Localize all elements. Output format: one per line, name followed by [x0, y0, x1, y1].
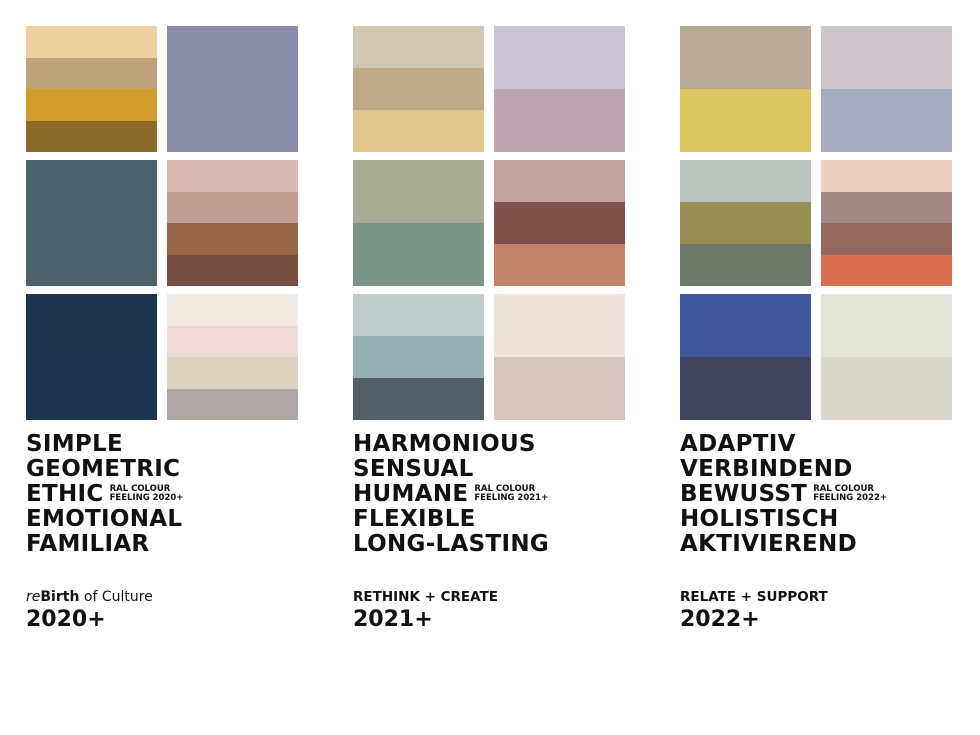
- colour-stripe: [167, 294, 298, 326]
- colour-stripe: [680, 89, 811, 152]
- headline-line: AKTIVIEREND: [680, 531, 858, 557]
- colour-stripe: [821, 223, 952, 255]
- colour-stripe: [353, 110, 484, 152]
- headline: SIMPLE GEOMETRIC ETHIC RAL COLOUR FEELING 20…: [26, 432, 298, 557]
- headline-line: GEOMETRIC: [26, 456, 181, 482]
- subtitle: RETHINK + CREATE: [353, 589, 498, 605]
- colour-column-2021: HARMONIOUS SENSUAL HUMANE RAL COLOUR FEELING…: [353, 26, 625, 633]
- colour-stripe: [680, 244, 811, 286]
- headline: HARMONIOUS SENSUAL HUMANE RAL COLOUR FEELING…: [353, 432, 625, 557]
- colour-stripe: [26, 294, 157, 357]
- headline-line: HUMANE RAL COLOUR FEELING 2021+: [353, 481, 549, 507]
- colour-swatch: [680, 26, 811, 152]
- headline-line: ETHIC RAL COLOUR FEELING 2020+: [26, 481, 184, 507]
- colour-stripe: [167, 26, 298, 152]
- colour-stripe: [167, 160, 298, 192]
- colour-swatch: [26, 294, 157, 420]
- headline-line: HOLISTISCH: [680, 506, 839, 532]
- headline-line: LONG-LASTING: [353, 531, 550, 557]
- colour-stripe: [680, 357, 811, 420]
- colour-swatch: [167, 294, 298, 420]
- colour-stripe: [167, 254, 298, 286]
- colour-stripe: [680, 202, 811, 244]
- subtitle: reBirth of Culture: [26, 589, 153, 605]
- colour-stripe: [821, 89, 952, 152]
- colour-stripe: [26, 357, 157, 420]
- colour-swatch: [353, 294, 484, 420]
- colour-stripe: [167, 223, 298, 255]
- colour-stripe: [680, 294, 811, 357]
- colour-stripe: [167, 388, 298, 420]
- ral-label: RAL COLOUR FEELING 2021+: [474, 484, 549, 503]
- colour-stripe: [353, 378, 484, 420]
- colour-stripe: [26, 26, 157, 58]
- colour-swatch: [680, 294, 811, 420]
- colour-stripe: [494, 202, 625, 244]
- colour-stripe: [821, 26, 952, 89]
- colour-swatch: [494, 294, 625, 420]
- colour-stripe: [353, 160, 484, 223]
- headline-line: VERBINDEND: [680, 456, 853, 482]
- colour-swatch: [821, 160, 952, 286]
- colour-swatch: [167, 160, 298, 286]
- colour-stripe: [680, 160, 811, 202]
- colour-stripe: [494, 160, 625, 202]
- colour-stripe: [353, 294, 484, 336]
- swatch-grid: [680, 26, 952, 420]
- colour-stripe: [494, 26, 625, 89]
- colour-stripe: [821, 357, 952, 420]
- colour-stripe: [353, 223, 484, 286]
- headline-line: FLEXIBLE: [353, 506, 476, 532]
- colour-swatch: [821, 26, 952, 152]
- colour-stripe: [26, 160, 157, 286]
- colour-stripe: [26, 120, 157, 152]
- colour-stripe: [167, 357, 298, 389]
- colour-stripe: [494, 89, 625, 152]
- headline-line: SIMPLE: [26, 431, 124, 457]
- swatch-grid: [26, 26, 298, 420]
- colour-stripe: [821, 191, 952, 223]
- colour-column-2022: ADAPTIV VERBINDEND BEWUSST RAL COLOUR FEELIN…: [680, 26, 952, 633]
- colour-stripe: [26, 57, 157, 89]
- year: 2022+: [680, 607, 760, 632]
- colour-swatch: [353, 160, 484, 286]
- colour-swatch: [353, 26, 484, 152]
- colour-swatch: [680, 160, 811, 286]
- colour-stripe: [167, 191, 298, 223]
- colour-stripe: [353, 68, 484, 110]
- colour-swatch: [494, 26, 625, 152]
- year: 2020+: [26, 607, 106, 632]
- colour-stripe: [494, 294, 625, 357]
- headline: ADAPTIV VERBINDEND BEWUSST RAL COLOUR FEELIN…: [680, 432, 952, 557]
- headline-line: BEWUSST RAL COLOUR FEELING 2022+: [680, 481, 888, 507]
- colour-stripe: [353, 26, 484, 68]
- colour-swatch: [26, 160, 157, 286]
- colour-stripe: [26, 89, 157, 121]
- ral-label: RAL COLOUR FEELING 2022+: [813, 484, 888, 503]
- headline-line: HARMONIOUS: [353, 431, 536, 457]
- colour-swatch: [494, 160, 625, 286]
- swatch-grid: [353, 26, 625, 420]
- colour-stripe: [494, 244, 625, 286]
- year: 2021+: [353, 607, 433, 632]
- colour-swatch: [167, 26, 298, 152]
- headline-line: FAMILIAR: [26, 531, 150, 557]
- ral-label: RAL COLOUR FEELING 2020+: [109, 484, 184, 503]
- headline-line: ADAPTIV: [680, 431, 796, 457]
- colour-column-2020: SIMPLE GEOMETRIC ETHIC RAL COLOUR FEELING 20…: [26, 26, 298, 633]
- colour-stripe: [821, 254, 952, 286]
- headline-line: EMOTIONAL: [26, 506, 183, 532]
- colour-stripe: [494, 357, 625, 420]
- colour-stripe: [167, 325, 298, 357]
- colour-stripe: [821, 160, 952, 192]
- colour-stripe: [353, 336, 484, 378]
- colour-swatch: [821, 294, 952, 420]
- colour-swatch: [26, 26, 157, 152]
- colour-stripe: [821, 294, 952, 357]
- headline-line: SENSUAL: [353, 456, 474, 482]
- subtitle: RELATE + SUPPORT: [680, 589, 828, 605]
- colour-stripe: [680, 26, 811, 89]
